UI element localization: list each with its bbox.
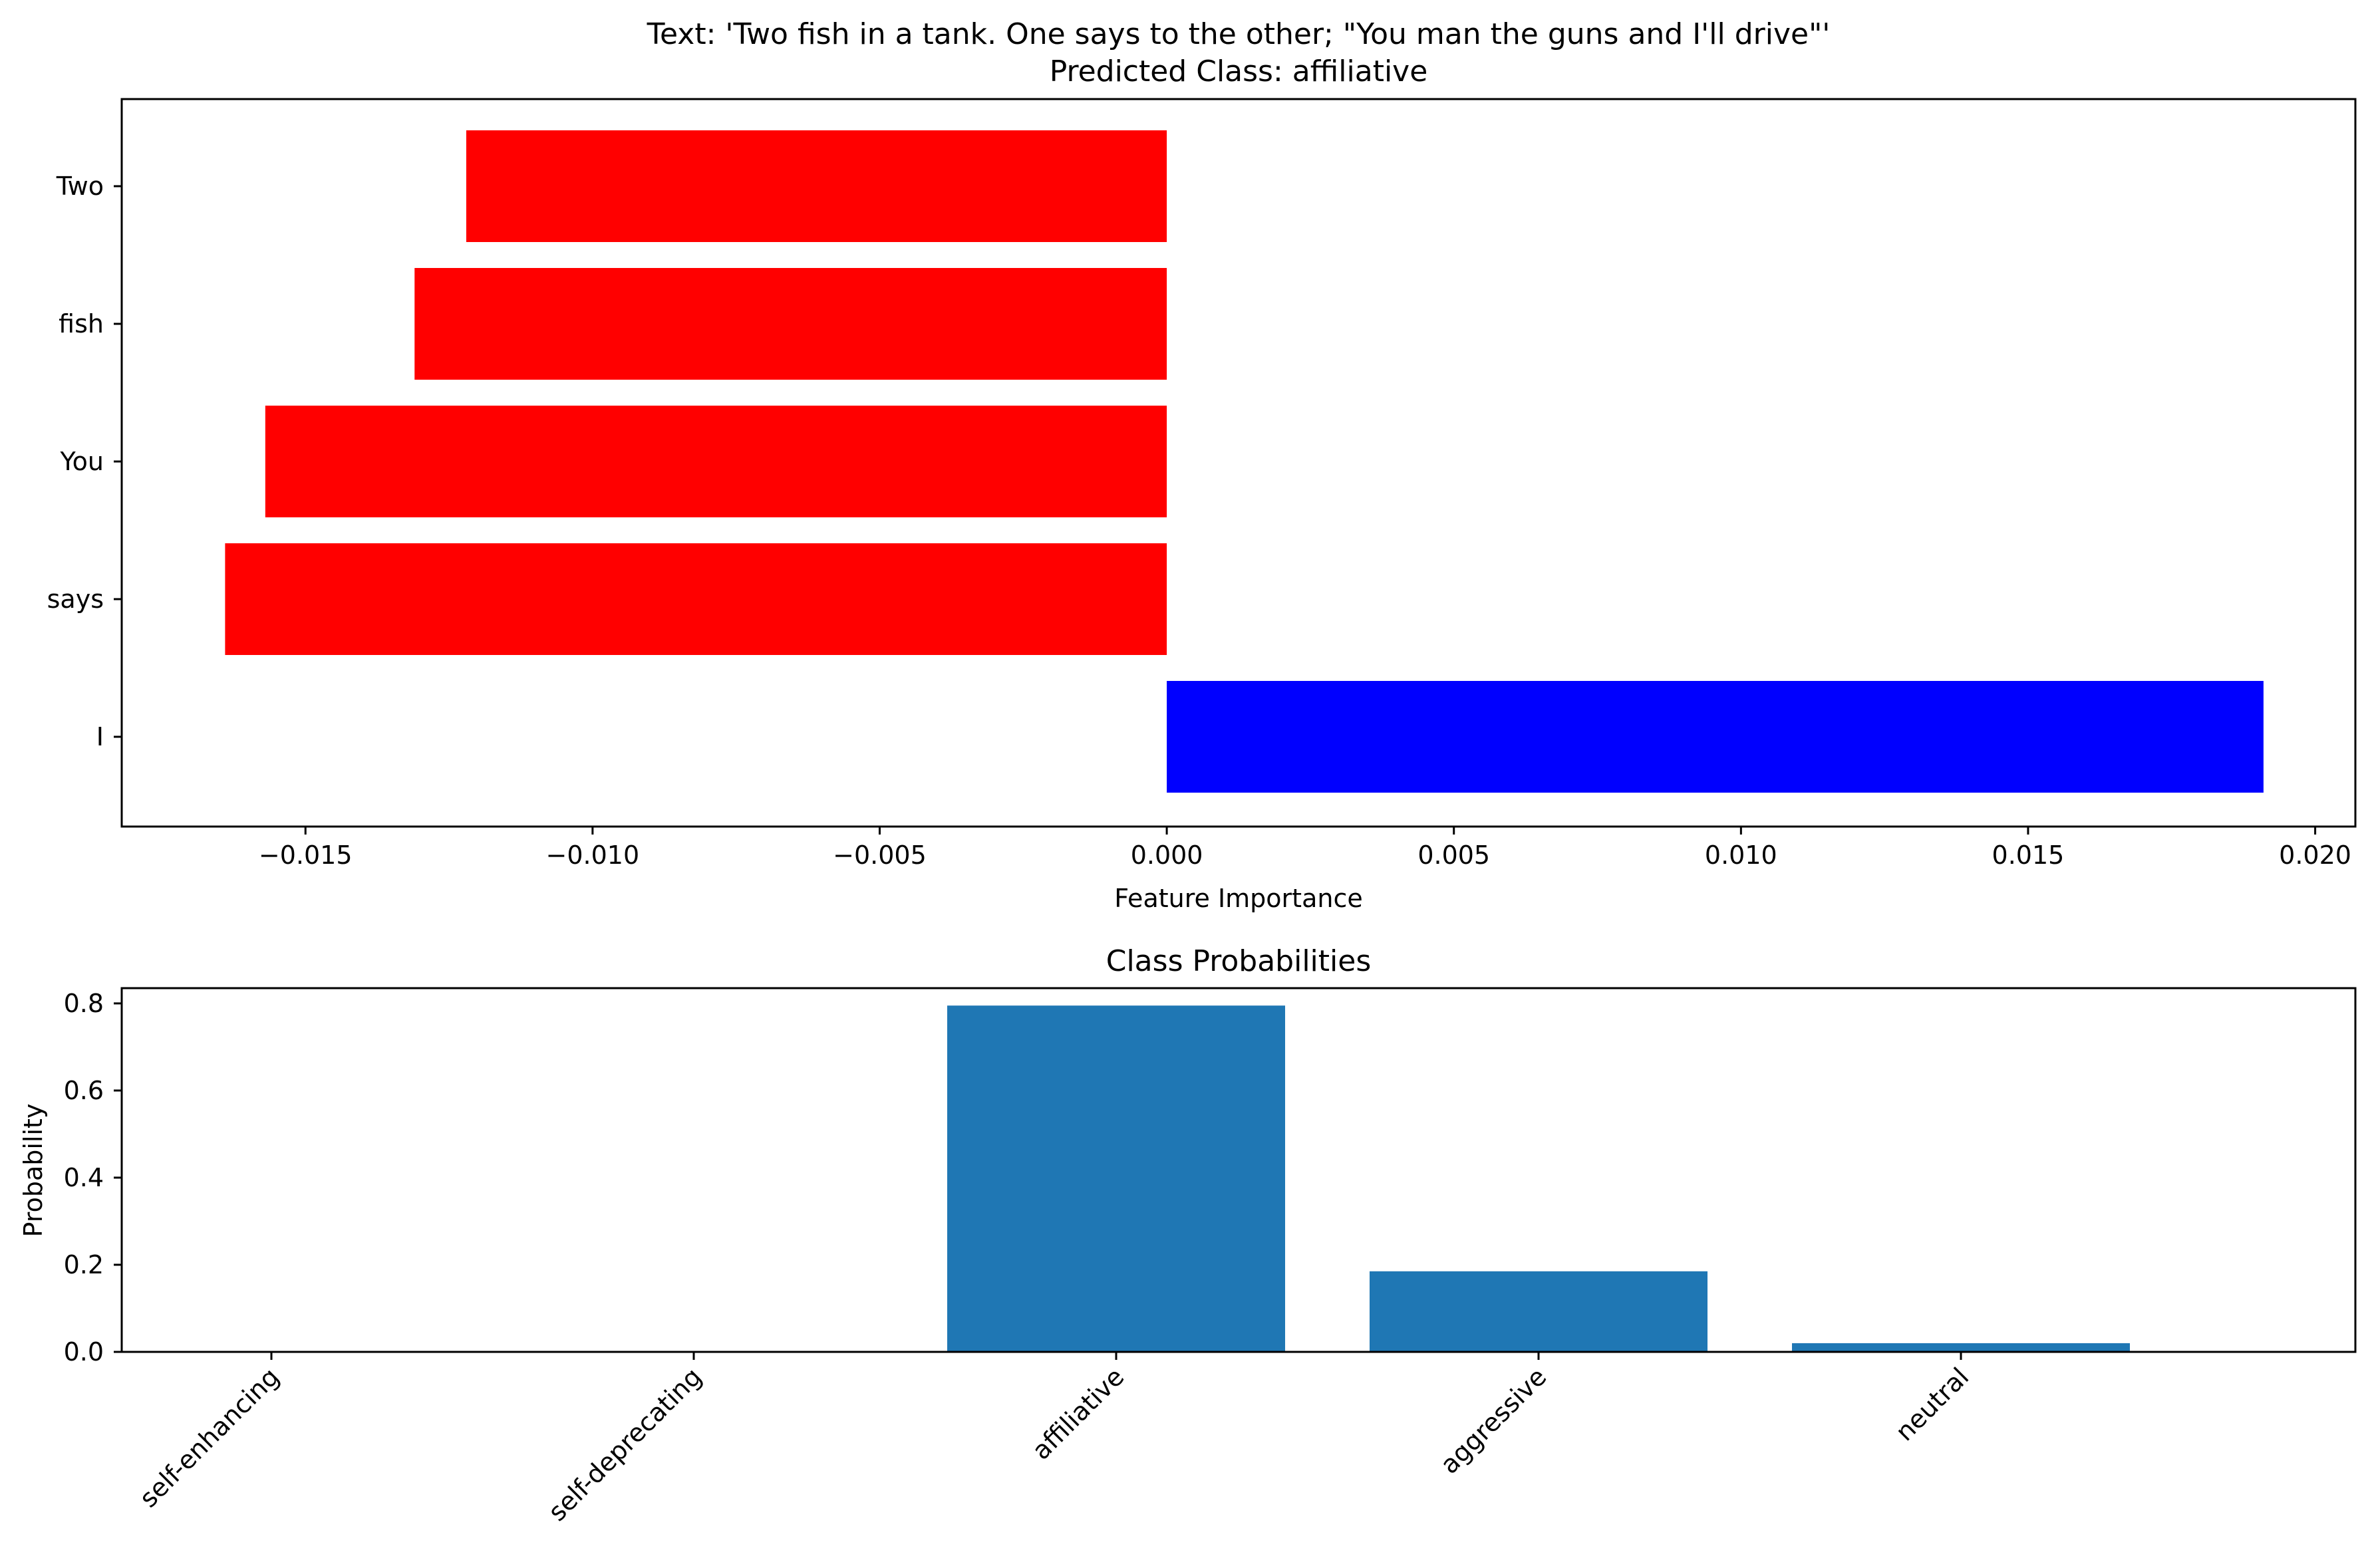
cp-ytick-label: 0.4 <box>64 1163 104 1192</box>
feature-bar-fish <box>414 268 1167 380</box>
fi-xtick-label: 0.020 <box>2279 841 2351 870</box>
feature-bar-says <box>225 543 1167 655</box>
fi-ytick-label: Two <box>56 172 104 201</box>
feature-bar-you <box>265 406 1167 517</box>
feature-importance-chart: Text: 'Two fish in a tank. One says to t… <box>47 17 2357 913</box>
probability-bar-aggressive <box>1370 1271 1707 1352</box>
fi-ytick-label: You <box>60 447 104 476</box>
feature-bar-two <box>466 130 1167 242</box>
fi-title-line-1: Text: 'Two fish in a tank. One says to t… <box>647 17 1831 51</box>
cp-ytick-label: 0.2 <box>64 1250 104 1279</box>
fi-xtick-label: 0.005 <box>1417 841 1490 870</box>
fi-plot-frame <box>120 98 2357 828</box>
cp-plot-frame <box>120 987 2357 1353</box>
fi-ytick-label: fish <box>59 309 104 338</box>
fi-ytick-label: I <box>96 722 104 751</box>
cp-ytick-label: 0.0 <box>64 1337 104 1367</box>
cp-title: Class Probabilities <box>1106 944 1372 978</box>
probability-bar-affiliative <box>947 1005 1285 1352</box>
fi-xtick-label: 0.015 <box>1992 841 2065 870</box>
fi-ytick-label: says <box>47 585 104 614</box>
fi-xtick-label: −0.015 <box>259 841 353 870</box>
fi-xtick-label: −0.005 <box>833 841 927 870</box>
fi-xtick-label: 0.000 <box>1131 841 1203 870</box>
fi-x-axis-label: Feature Importance <box>1114 884 1362 913</box>
cp-y-axis-label: Probability <box>19 1104 48 1238</box>
fi-xtick-label: −0.010 <box>546 841 640 870</box>
cp-ytick-label: 0.6 <box>64 1076 104 1105</box>
fi-title-line-2: Predicted Class: affiliative <box>1050 55 1428 88</box>
feature-bar-i <box>1167 681 2264 793</box>
fi-xtick-label: 0.010 <box>1705 841 1777 870</box>
probability-bar-neutral <box>1792 1343 2130 1352</box>
cp-ytick-label: 0.8 <box>64 989 104 1018</box>
